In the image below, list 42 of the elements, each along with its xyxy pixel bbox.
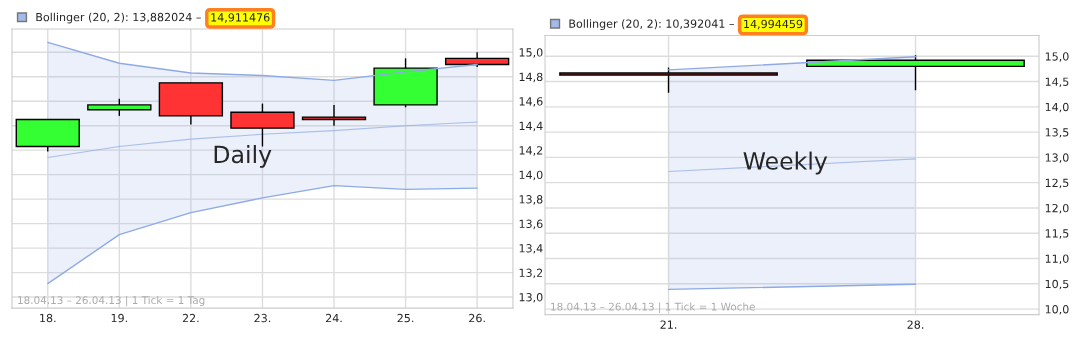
annotation: Weekly	[743, 151, 828, 175]
annotation: Daily	[214, 145, 272, 168]
line-series	[47, 184, 478, 285]
x-tick-label: 25.	[397, 313, 414, 323]
line-series	[47, 41, 478, 82]
text: 14,911476	[211, 13, 270, 23]
y-tick-label: 13,2	[519, 268, 543, 279]
x-tick-label: 19.	[111, 313, 127, 323]
y-tick-label: 11,5	[1045, 229, 1069, 239]
y-tick-label: 12,0	[1045, 203, 1069, 214]
y-tick-label: 14,2	[519, 146, 543, 156]
y-tick-label: 10,5	[1045, 279, 1069, 290]
x-tick-label: 22.	[182, 313, 199, 323]
candlestick	[301, 104, 367, 127]
y-tick-label: 13,0	[519, 293, 543, 303]
y-tick-label: 14,6	[519, 97, 543, 107]
y-tick-label: 11,0	[1045, 254, 1069, 265]
annotation: 18.04.13 – 26.04.13 | 1 Tick = 1 Tag	[18, 295, 205, 307]
legend-label: Bollinger (20, 2): 10,392041 –	[569, 19, 734, 30]
x-tick-label: 23.	[254, 313, 271, 323]
y-tick-label: 13,0	[1045, 153, 1069, 163]
y-tick-label: 13,5	[1045, 128, 1069, 138]
y-tick-label: 14,4	[519, 121, 543, 132]
legend-label: Bollinger (20, 2): 13,882024 –	[36, 12, 201, 24]
x-tick-label: 18.	[40, 313, 56, 323]
x-tick-label: 26.	[469, 313, 485, 323]
x-tick-label: 24.	[325, 313, 342, 323]
y-tick-label: 14,0	[1045, 102, 1069, 113]
y-tick-label: 13,4	[519, 244, 543, 254]
y-tick-label: 15,0	[519, 48, 543, 58]
annotation: 18.04.13 – 26.04.13 | 1 Tick = 1 Woche	[551, 302, 755, 313]
y-tick-label: 12,5	[1045, 178, 1069, 189]
x-tick-label: 28.	[907, 320, 924, 329]
y-tick-label: 14,0	[519, 170, 543, 181]
y-tick-label: 14,5	[1045, 77, 1069, 88]
y-tick-label: 13,6	[519, 219, 543, 230]
x-tick-label: 21.	[660, 320, 677, 329]
y-tick-label: 10,0	[1045, 305, 1069, 315]
text: 14,994459	[744, 19, 803, 30]
y-tick-label: 14,8	[519, 72, 543, 83]
y-tick-label: 13,8	[519, 195, 543, 205]
y-tick-label: 15,0	[1045, 52, 1069, 62]
